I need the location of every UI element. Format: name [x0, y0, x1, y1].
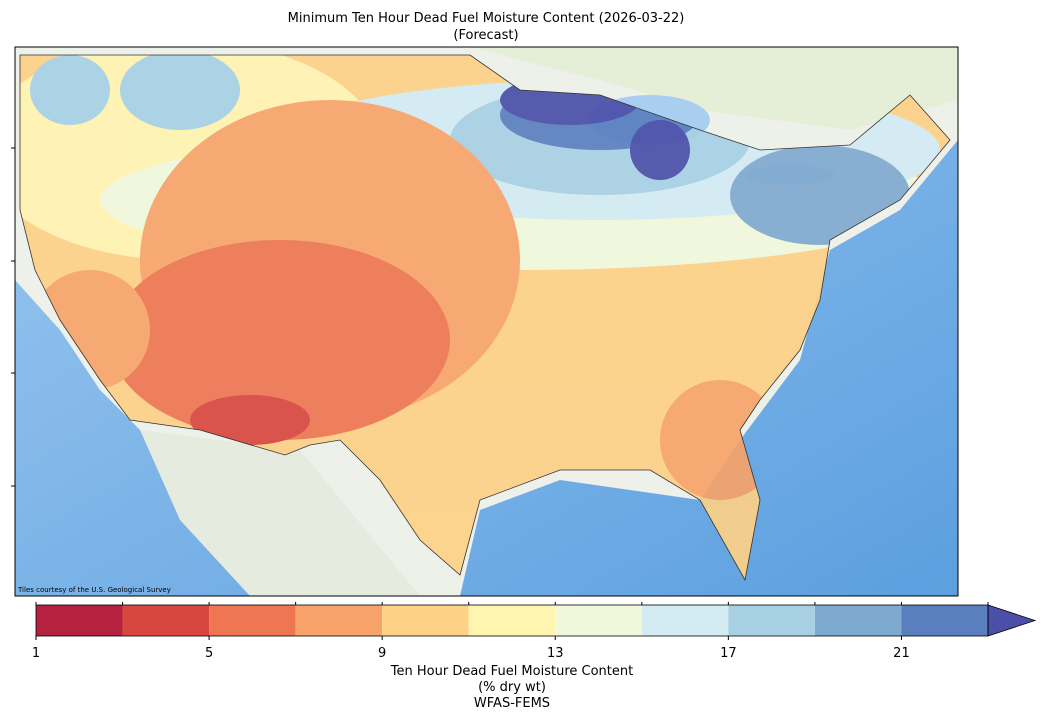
colorbar-label: WFAS-FEMS [474, 696, 550, 711]
colorbar-bin [728, 605, 815, 636]
colorbar-bin [295, 605, 383, 636]
colorbar-bin [814, 605, 902, 636]
colorbar-bin [122, 605, 210, 636]
colorbar-tick-label: 13 [547, 646, 564, 661]
title: Minimum Ten Hour Dead Fuel Moisture Cont… [288, 11, 685, 26]
colorbar-tick-label: 5 [205, 646, 213, 661]
colorbar-bin [36, 605, 123, 636]
map-frame [14, 46, 959, 597]
colorbar-extend [987, 604, 1037, 637]
colorbar-label: (% dry wt) [478, 680, 546, 695]
colorbar-tick-label: 1 [32, 646, 40, 661]
subtitle: (Forecast) [453, 28, 518, 43]
colorbar-tick-label: 17 [720, 646, 737, 661]
colorbar-tick-label: 21 [893, 646, 910, 661]
colorbar-bin [468, 605, 556, 636]
colorbar: 1 5 9 13 17 21 [32, 602, 1037, 661]
colorbar-tick-label: 9 [378, 646, 386, 661]
colorbar-label: Ten Hour Dead Fuel Moisture Content [390, 664, 633, 679]
attribution: Tiles courtesy of the U.S. Geological Su… [17, 586, 171, 594]
colorbar-bin [382, 605, 469, 636]
colorbar-frame [35, 604, 989, 637]
colorbar-bin [641, 605, 729, 636]
colorbar-bin [209, 605, 296, 636]
colorbar-bin [901, 605, 988, 636]
map-axis-ticks [11, 147, 15, 487]
colorbar-bin [555, 605, 642, 636]
